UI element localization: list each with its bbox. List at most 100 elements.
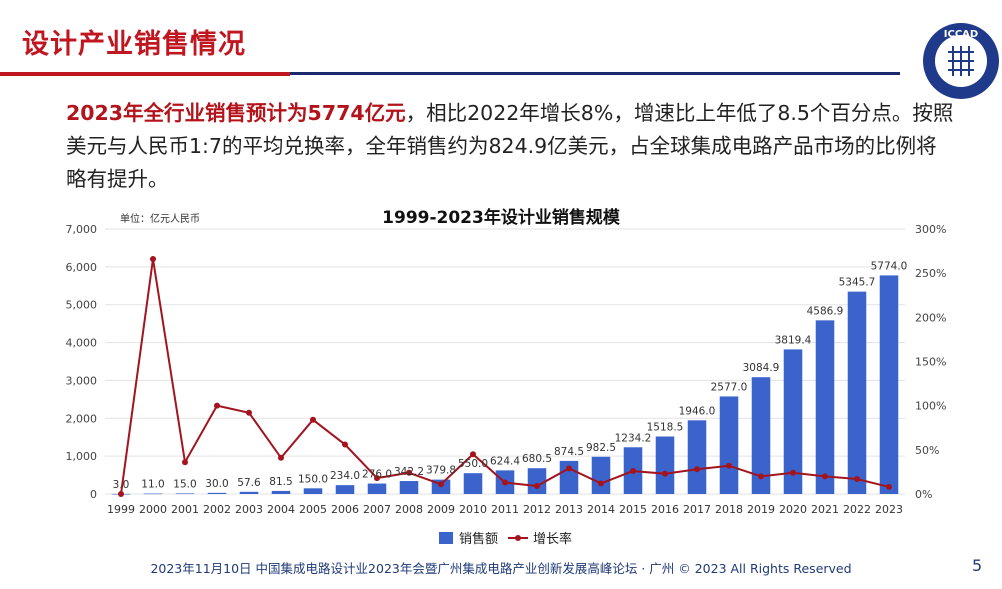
bar-data-label: 874.5 <box>554 446 584 458</box>
growth-point <box>662 470 668 477</box>
growth-point <box>502 479 508 486</box>
legend-label-sales: 销售额 <box>459 531 498 547</box>
title-rule-accent <box>0 72 290 76</box>
growth-point <box>534 483 540 490</box>
footer-text: 2023年11月10日 中国集成电路设计业2023年会暨广州集成电路产业创新发展… <box>150 561 852 576</box>
bar <box>559 460 579 494</box>
x-tick-label: 2022 <box>843 503 871 516</box>
x-tick-label: 2004 <box>267 503 295 516</box>
bar <box>463 473 483 494</box>
growth-point <box>214 402 220 409</box>
summary-paragraph: 2023年全行业销售预计为5774亿元，相比2022年增长8%，增速比上年低了8… <box>66 97 956 196</box>
page-number: 5 <box>972 556 983 575</box>
bar-data-label: 5774.0 <box>871 260 908 272</box>
bar <box>783 349 803 494</box>
y-left-tick-label: 1,000 <box>66 450 98 463</box>
growth-point <box>470 451 476 458</box>
x-tick-label: 2021 <box>811 503 839 516</box>
summary-text: ，相比2022年增长8%，增速比上年低了8.5个百分点。按照美元与人民币1:7的… <box>66 101 954 191</box>
x-tick-label: 2023 <box>875 503 903 516</box>
growth-point <box>278 454 284 461</box>
x-tick-label: 2018 <box>715 503 743 516</box>
x-tick-label: 2011 <box>491 503 519 516</box>
x-tick-label: 2001 <box>171 503 199 516</box>
growth-point <box>566 465 572 472</box>
bar-data-label: 15.0 <box>173 478 196 490</box>
growth-point <box>790 469 796 476</box>
x-tick-label: 2005 <box>299 503 327 516</box>
x-tick-label: 1999 <box>107 503 135 516</box>
y-right-tick-label: 200% <box>915 311 946 324</box>
x-tick-label: 2017 <box>683 503 711 516</box>
bar <box>399 481 419 494</box>
growth-point <box>886 483 892 490</box>
bar-data-label: 342.2 <box>394 466 424 478</box>
x-tick-label: 2008 <box>395 503 423 516</box>
x-tick-label: 2012 <box>523 503 551 516</box>
bar-data-label: 982.5 <box>586 442 616 454</box>
growth-point <box>726 462 732 469</box>
bar-data-label: 30.0 <box>205 478 228 490</box>
x-tick-label: 2007 <box>363 503 391 516</box>
y-left-tick-label: 7,000 <box>66 223 98 236</box>
bar <box>815 320 835 494</box>
bar-data-label: 3819.4 <box>775 334 812 346</box>
bar-data-label: 4586.9 <box>807 305 844 317</box>
x-tick-label: 2010 <box>459 503 487 516</box>
bar <box>527 468 547 494</box>
growth-point <box>822 473 828 480</box>
bar <box>719 396 739 494</box>
y-left-tick-label: 2,000 <box>66 412 98 425</box>
growth-point <box>150 256 156 263</box>
growth-point <box>342 441 348 448</box>
y-right-tick-label: 100% <box>915 400 946 413</box>
growth-point <box>438 481 444 488</box>
x-tick-label: 2000 <box>139 503 167 516</box>
bar <box>207 492 227 494</box>
bar-data-label: 2577.0 <box>711 381 748 393</box>
bar <box>687 420 707 494</box>
bar-data-label: 3084.9 <box>743 362 780 374</box>
bar-data-label: 11.0 <box>141 479 164 491</box>
bar <box>335 485 355 494</box>
slide-title: 设计产业销售情况 <box>22 29 246 60</box>
x-tick-label: 2016 <box>651 503 679 516</box>
growth-point <box>854 475 860 482</box>
y-right-tick-label: 150% <box>915 356 946 369</box>
growth-point <box>758 473 764 480</box>
bar-data-label: 234.0 <box>330 470 360 482</box>
bar-data-label: 150.0 <box>298 473 328 485</box>
growth-point <box>118 491 124 497</box>
growth-point <box>310 416 316 423</box>
y-left-tick-label: 6,000 <box>66 261 98 274</box>
legend-marker-growth <box>515 535 521 541</box>
bar-data-label: 81.5 <box>269 476 292 488</box>
legend-swatch-sales <box>439 532 453 544</box>
bar-data-label: 550.0 <box>458 458 488 470</box>
y-right-tick-label: 300% <box>915 223 946 236</box>
bar-data-label: 1946.0 <box>679 405 716 417</box>
x-tick-label: 2006 <box>331 503 359 516</box>
bar-data-label: 379.8 <box>426 465 456 477</box>
bar <box>303 488 323 494</box>
x-tick-label: 2013 <box>555 503 583 516</box>
growth-point <box>694 466 700 473</box>
bar <box>175 493 195 495</box>
x-tick-label: 2003 <box>235 503 263 516</box>
growth-point <box>182 459 188 466</box>
bar <box>271 490 291 494</box>
x-tick-label: 2019 <box>747 503 775 516</box>
logo-text: ICCAD <box>944 29 978 40</box>
x-tick-label: 2009 <box>427 503 455 516</box>
bar-data-label: 3.0 <box>113 479 130 491</box>
x-tick-label: 2002 <box>203 503 231 516</box>
y-left-tick-label: 4,000 <box>66 337 98 350</box>
bar-data-label: 57.6 <box>237 477 261 489</box>
x-tick-label: 2020 <box>779 503 807 516</box>
bar <box>655 436 675 494</box>
growth-point <box>598 480 604 487</box>
unit-label: 单位：亿元人民币 <box>120 212 200 225</box>
bar <box>591 456 611 494</box>
bar <box>879 275 899 494</box>
